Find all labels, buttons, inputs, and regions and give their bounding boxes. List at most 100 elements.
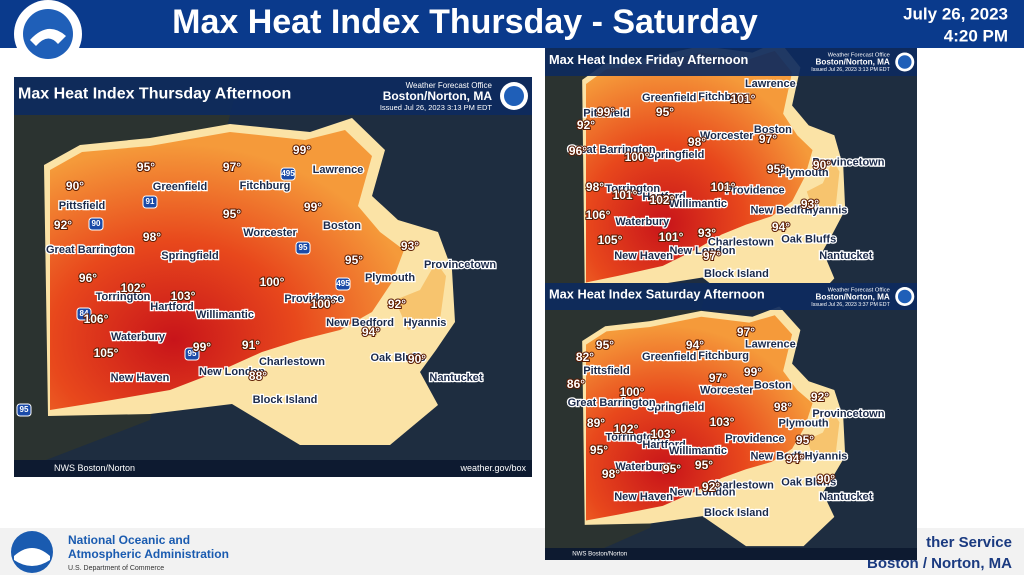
city-label: Boston <box>754 380 792 392</box>
temp-label: 97° <box>737 325 755 339</box>
temp-label: 97° <box>709 371 727 385</box>
city-label: Torrington <box>605 432 660 444</box>
temp-label: 102° <box>121 281 146 295</box>
temp-label: 101° <box>659 230 684 244</box>
temp-label: 90° <box>66 179 84 193</box>
temp-label: 101° <box>731 92 756 106</box>
city-label: New Bedford <box>750 451 818 463</box>
temp-label: 92° <box>577 118 595 132</box>
city-label: New London <box>669 487 735 499</box>
highway-label: 84 <box>80 309 89 318</box>
time: 4:20 PM <box>944 26 1008 45</box>
city-label: Hartford <box>642 439 685 451</box>
noaa-line: U.S. Department of Commerce <box>68 565 164 572</box>
city-label: Willimantic <box>196 309 254 321</box>
city-label: Block Island <box>704 507 769 519</box>
temp-label: 93° <box>698 226 716 240</box>
noaa-line: National Oceanic and <box>68 533 190 547</box>
issued: Issued Jul 26, 2023 3:37 PM EDT <box>811 302 890 308</box>
highway-label: 495 <box>281 169 295 178</box>
temp-label: 106° <box>586 208 611 222</box>
temp-label: 106° <box>84 312 109 326</box>
temp-label: 92° <box>54 218 72 232</box>
city-label: Greenfield <box>642 351 696 363</box>
temp-label: 102° <box>614 422 639 436</box>
temp-label: 97° <box>223 160 241 174</box>
temp-label: 97° <box>759 132 777 146</box>
city-label: Hyannis <box>805 451 848 463</box>
temp-label: 96° <box>569 144 587 158</box>
city-label: Worcester <box>243 227 297 239</box>
city-label: Springfield <box>647 402 704 414</box>
temp-label: 90° <box>817 472 835 486</box>
city-label: New Haven <box>614 250 673 262</box>
noaa-line: Atmospheric Administration <box>68 547 229 561</box>
city-label: Torrington <box>605 183 660 195</box>
office-name: Boston/Norton, MA <box>815 57 889 66</box>
highway-shield <box>88 217 104 231</box>
city-label: Provincetown <box>812 408 884 420</box>
temp-label: 103° <box>171 289 196 303</box>
city-label: Providence <box>725 433 784 445</box>
city-label: Pittsfield <box>583 365 629 377</box>
city-label: Fitchburg <box>698 350 749 362</box>
temp-label: 90° <box>813 158 831 172</box>
date: July 26, 2023 <box>903 4 1008 23</box>
city-label: Boston <box>754 124 792 136</box>
highway-shield <box>280 167 296 181</box>
temp-label: 101° <box>711 180 736 194</box>
temp-label: 95° <box>796 433 814 447</box>
city-label: Boston <box>323 220 361 232</box>
city-label: Oak Bluffs <box>370 352 425 364</box>
panel-logo-inner <box>504 86 524 106</box>
issued: Issued Jul 26, 2023 3:13 PM EDT <box>380 103 493 112</box>
temp-label: 92° <box>702 480 720 494</box>
temp-label: 88° <box>249 369 267 383</box>
highway-shield <box>184 347 200 361</box>
temp-label: 94° <box>772 220 790 234</box>
city-label: Hyannis <box>404 317 447 329</box>
city-label: Block Island <box>253 394 318 406</box>
highway-shield <box>295 241 311 255</box>
panel-title: Max Heat Index Saturday Afternoon <box>549 287 765 302</box>
city-label: Oak Bluffs <box>781 233 836 245</box>
city-label: Pittsfield <box>583 108 629 120</box>
highway-label: 95 <box>299 243 308 252</box>
office-label: Weather Forecast Office <box>828 52 890 58</box>
office-label: Weather Forecast Office <box>828 287 890 293</box>
city-label: Springfield <box>161 250 218 262</box>
city-label: New Bedford <box>750 204 818 216</box>
city-label: Waterbury <box>111 331 166 343</box>
panel-header <box>545 48 917 76</box>
cape <box>806 412 840 462</box>
city-label: Waterbury <box>615 216 670 228</box>
city-label: Plymouth <box>779 418 829 430</box>
panel-logo-inner <box>897 289 912 304</box>
highway-label: 91 <box>146 197 155 206</box>
city-label: Block Island <box>704 268 769 280</box>
temp-label: 98° <box>688 135 706 149</box>
map-panel: 91 90 495 95 84 95 95 495 Lawrence Fitchburg Green… <box>14 77 532 477</box>
temp-label: 95° <box>767 162 785 176</box>
highway-label: 90 <box>92 219 101 228</box>
panel-footer <box>545 548 917 560</box>
footer-left: NWS Boston/Norton <box>54 463 135 473</box>
office-name: Boston/Norton, MA <box>383 89 493 103</box>
city-label: Lawrence <box>745 339 796 351</box>
temp-label: 90° <box>408 352 426 366</box>
city-label: Charlestown <box>708 237 774 249</box>
city-label: Plymouth <box>779 167 829 179</box>
city-label: Waterbury <box>615 461 670 473</box>
temp-label: 95° <box>663 462 681 476</box>
city-label: Springfield <box>647 149 704 161</box>
temp-label: 94° <box>786 452 804 466</box>
city-label: New Haven <box>111 372 170 384</box>
city-label: New London <box>199 366 265 378</box>
highway-label: 495 <box>336 279 350 288</box>
city-label: Great Barrington <box>568 144 656 156</box>
city-label: Provincetown <box>424 259 496 271</box>
temp-label: 95° <box>596 338 614 352</box>
